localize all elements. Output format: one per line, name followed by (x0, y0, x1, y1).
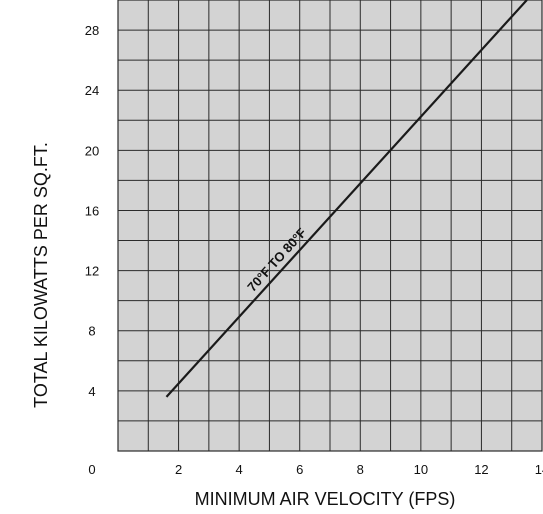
x-tick-label: 10 (414, 462, 428, 477)
x-tick-label: 14 (535, 462, 543, 477)
x-tick-label: 6 (296, 462, 303, 477)
y-tick-label: 20 (85, 143, 99, 158)
y-tick-label: 28 (85, 23, 99, 38)
x-tick-label: 2 (175, 462, 182, 477)
y-tick-label: 24 (85, 83, 99, 98)
grid (117, 0, 543, 452)
x-tick-label: 4 (236, 462, 243, 477)
y-tick-label: 16 (85, 203, 99, 218)
y-tick-label: 8 (88, 324, 95, 339)
y-tick-label: 4 (88, 384, 95, 399)
y-axis-label: TOTAL KILOWATTS PER SQ.FT. (31, 142, 51, 408)
x-axis-label: MINIMUM AIR VELOCITY (FPS) (195, 489, 456, 509)
plot-border (117, 0, 543, 452)
ticks: 02468101214481216202428 (85, 23, 543, 477)
y-tick-label: 12 (85, 264, 99, 279)
x-tick-label: 12 (474, 462, 488, 477)
series-line (165, 0, 528, 398)
x-tick-label: 8 (357, 462, 364, 477)
origin-tick-label: 0 (88, 462, 95, 477)
